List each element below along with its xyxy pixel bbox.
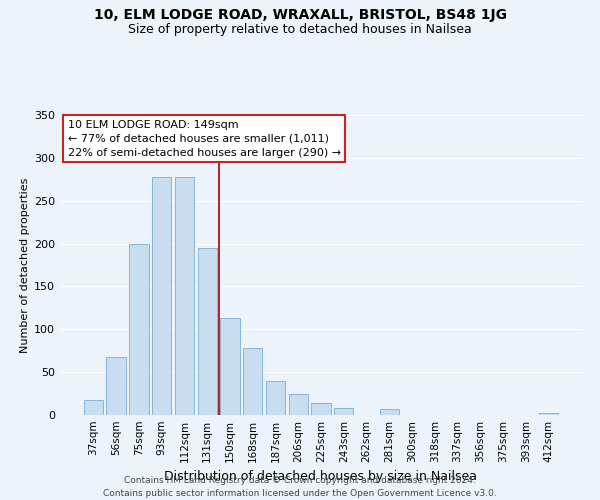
Bar [243,348,262,415]
Bar [380,409,399,415]
Bar [539,414,558,415]
Bar [152,176,172,415]
Bar [175,176,194,415]
Text: Contains HM Land Registry data © Crown copyright and database right 2024.
Contai: Contains HM Land Registry data © Crown c… [103,476,497,498]
Bar [84,400,103,415]
Bar [266,380,285,415]
Bar [106,356,126,415]
Bar [289,394,308,415]
Text: 10, ELM LODGE ROAD, WRAXALL, BRISTOL, BS48 1JG: 10, ELM LODGE ROAD, WRAXALL, BRISTOL, BS… [94,8,506,22]
Bar [197,248,217,415]
Bar [129,244,149,415]
Bar [220,318,239,415]
Text: Size of property relative to detached houses in Nailsea: Size of property relative to detached ho… [128,22,472,36]
Y-axis label: Number of detached properties: Number of detached properties [20,178,30,352]
Text: 10 ELM LODGE ROAD: 149sqm
← 77% of detached houses are smaller (1,011)
22% of se: 10 ELM LODGE ROAD: 149sqm ← 77% of detac… [68,120,341,158]
Bar [334,408,353,415]
X-axis label: Distribution of detached houses by size in Nailsea: Distribution of detached houses by size … [164,470,478,484]
Bar [311,403,331,415]
